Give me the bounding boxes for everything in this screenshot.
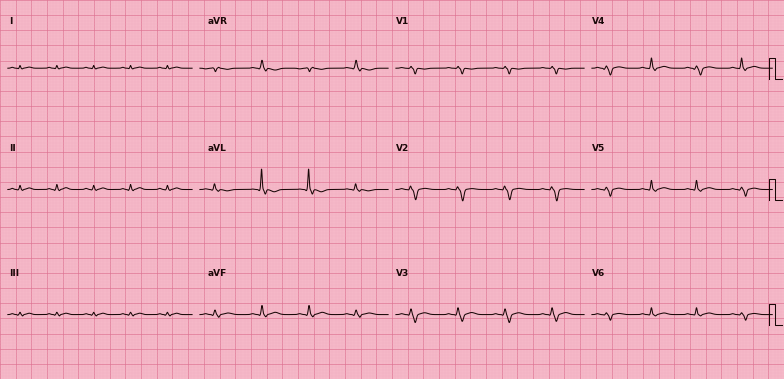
Text: V3: V3 xyxy=(396,269,409,278)
Text: aVR: aVR xyxy=(208,17,228,26)
Text: aVL: aVL xyxy=(208,144,227,153)
Text: aVF: aVF xyxy=(208,269,227,278)
Text: V2: V2 xyxy=(396,144,409,153)
Text: V6: V6 xyxy=(592,269,605,278)
Text: I: I xyxy=(9,17,13,26)
Text: V1: V1 xyxy=(396,17,409,26)
Text: V4: V4 xyxy=(592,17,605,26)
Text: V5: V5 xyxy=(592,144,605,153)
Text: III: III xyxy=(9,269,20,278)
Text: II: II xyxy=(9,144,16,153)
